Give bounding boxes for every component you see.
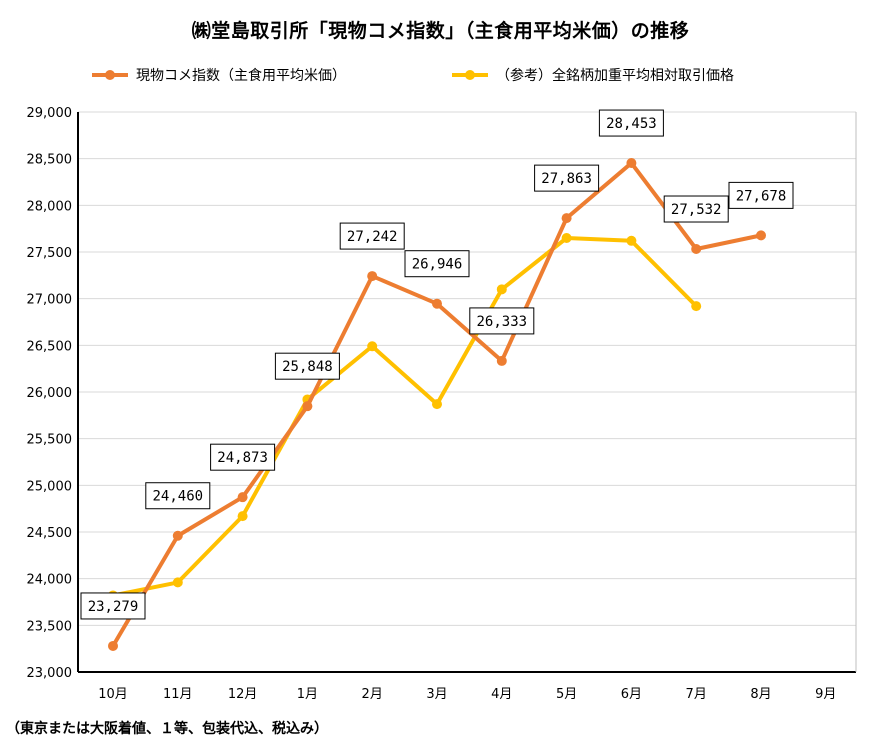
data-label-box <box>728 181 794 209</box>
data-point-1 <box>691 301 702 312</box>
data-label-text: 26,333 <box>477 314 528 330</box>
data-label: 27,863 <box>534 164 600 192</box>
data-point-1 <box>237 511 248 522</box>
x-tick-label: 11月 <box>163 687 193 702</box>
x-tick-label: 1月 <box>297 687 318 702</box>
data-label: 25,848 <box>274 352 340 380</box>
data-label-box <box>339 222 405 250</box>
data-point-0 <box>496 355 507 366</box>
series-line-1 <box>112 236 698 598</box>
data-point-1 <box>432 399 442 410</box>
x-tick-label: 2月 <box>362 687 383 702</box>
legend-swatch-spot-rice-index <box>92 70 128 80</box>
data-point-1 <box>561 233 572 243</box>
data-label-text: 27,532 <box>671 202 722 218</box>
data-label: 24,460 <box>145 482 211 510</box>
x-tick-label: 12月 <box>228 687 258 702</box>
data-label-text: 26,946 <box>412 257 463 273</box>
y-tick-label: 26,000 <box>27 386 73 401</box>
data-point-0 <box>756 230 766 241</box>
y-tick-label: 28,000 <box>27 199 73 214</box>
data-label-text: 24,873 <box>217 450 268 466</box>
y-tick-label: 26,500 <box>27 339 73 354</box>
axes: 23,000 23,500 24,000 24,500 25,000 25,500 26,0… <box>27 106 857 702</box>
data-label-text: 23,279 <box>88 599 139 615</box>
legend-item-spot-rice-index: 現物コメ指数（主食用平均米価） <box>90 64 346 86</box>
data-label: 28,453 <box>598 109 664 137</box>
y-tick-label: 25,500 <box>27 433 73 448</box>
y-tick-label: 27,000 <box>27 293 73 308</box>
x-tick-label: 9月 <box>815 687 836 702</box>
x-tick-label: 7月 <box>686 687 707 702</box>
data-label: 26,333 <box>469 307 535 335</box>
data-point-0 <box>432 298 442 309</box>
y-tick-label: 29,000 <box>27 106 73 121</box>
data-point-1 <box>626 235 637 246</box>
y-tick-label: 24,000 <box>27 573 73 588</box>
legend-label-reference-price: （参考）全銘柄加重平均相対取引価格 <box>496 68 734 84</box>
series-lines <box>108 158 766 651</box>
data-label: 27,678 <box>728 181 794 209</box>
data-label-text: 25,848 <box>282 359 333 375</box>
x-tick-label: 6月 <box>621 687 642 702</box>
x-tick-label: 3月 <box>426 687 447 702</box>
data-label-box <box>534 164 600 192</box>
data-label: 27,532 <box>663 195 729 223</box>
data-point-0 <box>626 158 637 169</box>
chart-title: ㈱堂島取引所「現物コメ指数」（主食用平均米価）の推移 <box>191 20 690 42</box>
legend-item-reference-price: （参考）全銘柄加重平均相対取引価格 <box>450 64 734 86</box>
x-tick-label: 4月 <box>491 687 512 702</box>
y-tick-label: 25,000 <box>27 479 73 494</box>
data-label-text: 24,460 <box>153 489 204 505</box>
data-label-text: 28,453 <box>606 116 657 132</box>
x-tick-label: 5月 <box>556 687 577 702</box>
data-label-box <box>210 443 276 471</box>
footnote: （東京または大阪着値、１等、包装代込、税込み） <box>6 721 328 737</box>
data-label-text: 27,678 <box>736 188 787 204</box>
data-point-0 <box>367 271 378 282</box>
data-label-box <box>80 592 146 620</box>
data-point-0 <box>237 492 248 503</box>
y-tick-label: 27,500 <box>27 246 73 261</box>
y-tick-label: 23,500 <box>27 619 73 634</box>
data-point-0 <box>691 244 702 255</box>
y-tick-label: 28,500 <box>27 153 73 168</box>
data-label: 24,873 <box>210 443 276 471</box>
data-labels: 23,279 24,460 24,873 25,848 27,242 26,946 26,3… <box>80 109 794 620</box>
data-point-1 <box>496 284 507 295</box>
data-label-box <box>404 250 470 278</box>
data-label-box <box>274 352 340 380</box>
data-label-text: 27,863 <box>541 171 592 187</box>
data-point-0 <box>561 213 572 224</box>
data-label-box <box>145 482 211 510</box>
x-tick-label: 8月 <box>750 687 771 702</box>
data-point-0 <box>302 401 313 412</box>
legend-label-spot-rice-index: 現物コメ指数（主食用平均米価） <box>136 68 346 84</box>
data-label-text: 27,242 <box>347 229 398 245</box>
data-point-0 <box>172 530 183 541</box>
data-label: 27,242 <box>339 222 405 250</box>
data-label: 26,946 <box>404 250 470 278</box>
y-tick-label: 24,500 <box>27 526 73 541</box>
data-label-box <box>663 195 729 223</box>
legend-swatch-reference-price <box>452 70 488 80</box>
data-label-box <box>469 307 535 335</box>
data-point-1 <box>367 341 378 352</box>
data-point-0 <box>108 640 118 651</box>
x-tick-label: 10月 <box>98 687 128 702</box>
data-label-box <box>598 109 664 137</box>
data-point-1 <box>172 577 183 588</box>
y-tick-label: 23,000 <box>27 666 73 681</box>
data-label: 23,279 <box>80 592 146 620</box>
